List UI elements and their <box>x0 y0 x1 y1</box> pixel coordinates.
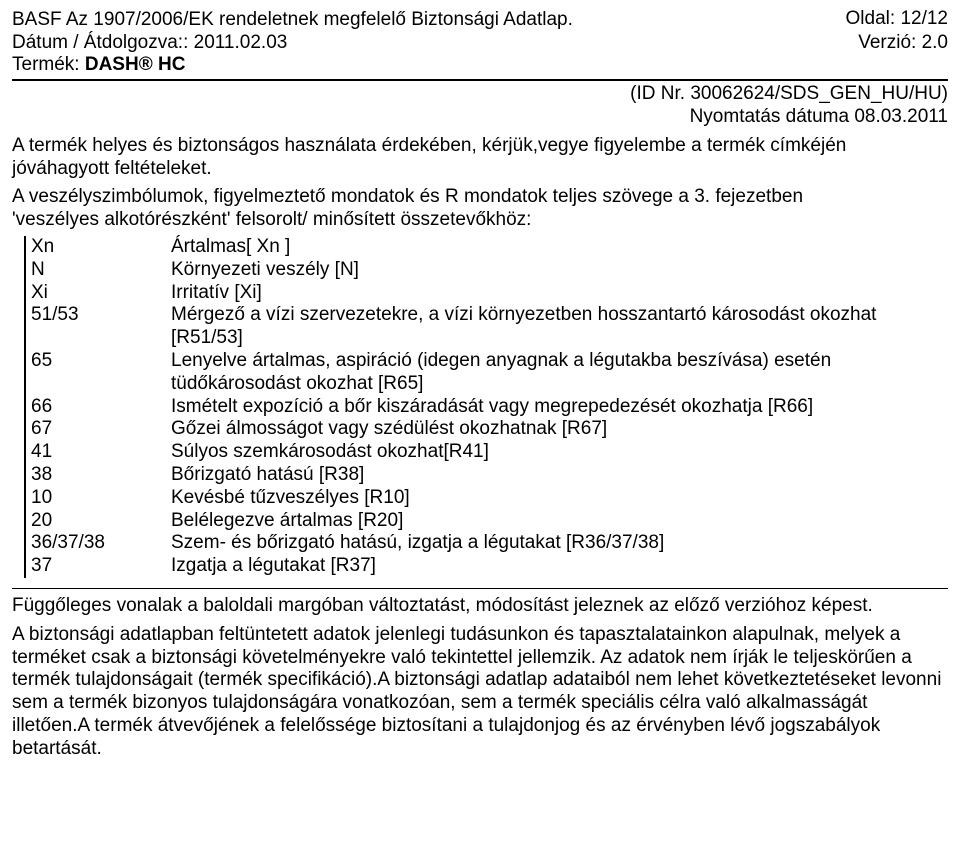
hazard-intro-line1: A veszélyszimbólumok, figyelmeztető mond… <box>12 186 948 209</box>
hazard-desc: Gőzei álmosságot vagy szédülést okozhatn… <box>171 418 948 441</box>
revision-date: Dátum / Átdolgozva:: 2011.02.03 <box>12 32 287 55</box>
hazard-desc: Szem- és bőrizgató hatású, izgatja a lég… <box>171 532 948 555</box>
product-line: Termék: DASH® HC <box>12 54 948 77</box>
hazard-desc: Ártalmas[ Xn ] <box>171 236 948 259</box>
product-label: Termék: <box>12 54 85 75</box>
hazard-table: XnÁrtalmas[ Xn ]NKörnyezeti veszély [N]X… <box>24 236 948 578</box>
hazard-row: 38Bőrizgató hatású [R38] <box>25 464 948 487</box>
hazard-desc: Bőrizgató hatású [R38] <box>171 464 948 487</box>
hazard-row: XnÁrtalmas[ Xn ] <box>25 236 948 259</box>
hazard-row: 67Gőzei álmosságot vagy szédülést okozha… <box>25 418 948 441</box>
hazard-desc: Kevésbé tűzveszélyes [R10] <box>171 487 948 510</box>
hazard-intro-line2: 'veszélyes alkotórészként' felsorolt/ mi… <box>12 209 948 232</box>
hazard-code: Xn <box>31 236 171 259</box>
product-name: DASH® HC <box>85 54 186 75</box>
print-date: Nyomtatás dátuma 08.03.2011 <box>12 106 948 129</box>
hazard-desc: Súlyos szemkárosodást okozhat[R41] <box>171 441 948 464</box>
hazard-code: 67 <box>31 418 171 441</box>
hazard-code: 36/37/38 <box>31 532 171 555</box>
doc-title: BASF Az 1907/2006/EK rendeletnek megfele… <box>12 9 948 32</box>
hazard-desc: Környezeti veszély [N] <box>171 259 948 282</box>
hazard-code: 51/53 <box>31 304 171 350</box>
hazard-code: N <box>31 259 171 282</box>
hazard-row: 66Ismételt expozíció a bőr kiszáradását … <box>25 396 948 419</box>
hazard-code: 66 <box>31 396 171 419</box>
hazard-code: 41 <box>31 441 171 464</box>
hazard-desc: Belélegezve ártalmas [R20] <box>171 510 948 533</box>
hazard-code: 20 <box>31 510 171 533</box>
hazard-row: 65Lenyelve ártalmas, aspiráció (idegen a… <box>25 350 948 396</box>
hazard-row: 20Belélegezve ártalmas [R20] <box>25 510 948 533</box>
hazard-row: 51/53Mérgező a vízi szervezetekre, a víz… <box>25 304 948 350</box>
hazard-code: 37 <box>31 555 171 578</box>
hazard-row: 10Kevésbé tűzveszélyes [R10] <box>25 487 948 510</box>
hazard-code: Xi <box>31 282 171 305</box>
hazard-code: 38 <box>31 464 171 487</box>
hazard-desc: Izgatja a légutakat [R37] <box>171 555 948 578</box>
version: Verzió: 2.0 <box>858 32 948 55</box>
hazard-desc: Lenyelve ártalmas, aspiráció (idegen any… <box>171 350 948 396</box>
hazard-code: 10 <box>31 487 171 510</box>
hazard-desc: Irritatív [Xi] <box>171 282 948 305</box>
change-note: Függőleges vonalak a baloldali margóban … <box>12 595 948 618</box>
header-rule <box>12 79 948 81</box>
section-rule <box>12 588 948 589</box>
hazard-desc: Ismételt expozíció a bőr kiszáradását va… <box>171 396 948 419</box>
hazard-code: 65 <box>31 350 171 396</box>
disclaimer: A biztonsági adatlapban feltüntetett ada… <box>12 624 948 761</box>
intro-paragraph: A termék helyes és biztonságos használat… <box>12 135 948 181</box>
id-number: (ID Nr. 30062624/SDS_GEN_HU/HU) <box>12 83 948 106</box>
hazard-desc: Mérgező a vízi szervezetekre, a vízi kör… <box>171 304 948 350</box>
hazard-row: 36/37/38Szem- és bőrizgató hatású, izgat… <box>25 532 948 555</box>
hazard-row: 37Izgatja a légutakat [R37] <box>25 555 948 578</box>
hazard-row: NKörnyezeti veszély [N] <box>25 259 948 282</box>
hazard-row: 41Súlyos szemkárosodást okozhat[R41] <box>25 441 948 464</box>
hazard-row: Xi Irritatív [Xi] <box>25 282 948 305</box>
